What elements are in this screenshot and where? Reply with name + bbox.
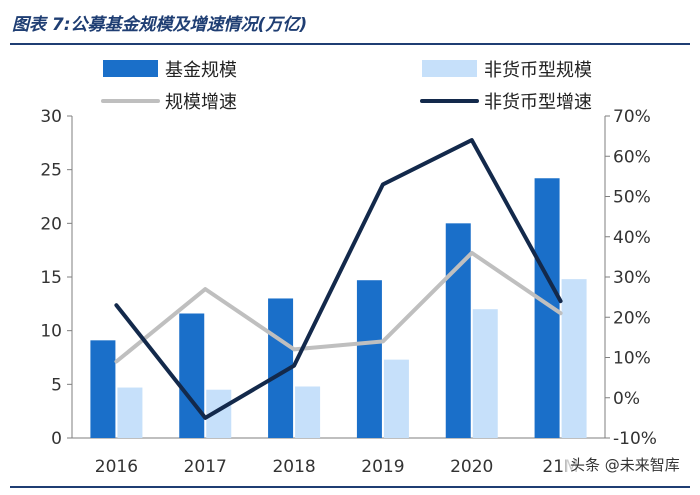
nonmoney-size-bar — [561, 279, 587, 438]
legend-label: 非货币型规模 — [484, 60, 592, 81]
fund-growth-line — [114, 250, 563, 364]
right-tick-label: 70% — [613, 107, 651, 127]
left-tick-label: 20 — [40, 214, 62, 234]
right-tick-label: 30% — [613, 268, 651, 288]
left-tick-label: 30 — [40, 107, 62, 127]
left-tick-label: 15 — [40, 268, 62, 288]
chart-title: 图表 7:公募基金规模及增速情况(万亿) — [12, 15, 308, 35]
nonmoney-size-bar — [295, 386, 321, 438]
x-tick-label: 2019 — [361, 457, 404, 477]
left-tick-label: 10 — [40, 322, 62, 342]
watermark-text: 头条 @未来智库 — [566, 453, 684, 476]
x-tick-label: 2016 — [95, 457, 138, 477]
legend-label: 基金规模 — [165, 60, 237, 81]
x-tick-label: 2017 — [184, 457, 227, 477]
right-tick-label: 60% — [613, 147, 651, 167]
nonmoney-growth-line — [114, 138, 563, 420]
fund-size-bar — [179, 313, 205, 438]
legend-swatch-bar — [422, 60, 477, 77]
nonmoney-size-bar — [383, 359, 409, 438]
legend-swatch-bar — [103, 60, 158, 77]
nonmoney-size-bar — [117, 387, 143, 438]
right-tick-label: 10% — [613, 349, 651, 369]
chart-axes: 0 5 10 15 20 25 30 -10% 0% 10% 20% 30% 40% 50% 60% 70% 2… — [40, 107, 657, 477]
legend-label: 非货币型增速 — [484, 92, 592, 113]
bottom-divider — [10, 486, 690, 488]
right-tick-label: 0% — [613, 389, 640, 409]
right-tick-label: -10% — [613, 429, 657, 449]
right-tick-label: 50% — [613, 188, 651, 208]
fund-size-bar — [356, 280, 382, 438]
right-tick-label: 20% — [613, 308, 651, 328]
right-tick-label: 40% — [613, 228, 651, 248]
left-tick-label: 25 — [40, 161, 62, 181]
x-tick-label: 2018 — [272, 457, 315, 477]
left-tick-label: 0 — [51, 429, 62, 449]
legend-label: 规模增速 — [165, 92, 237, 113]
nonmoney-size-bar — [472, 309, 498, 438]
x-tick-label: 2020 — [450, 457, 493, 477]
fund-size-bar — [90, 340, 116, 438]
left-tick-label: 5 — [51, 375, 62, 395]
line-series-group — [114, 138, 563, 420]
title-divider — [10, 43, 690, 45]
